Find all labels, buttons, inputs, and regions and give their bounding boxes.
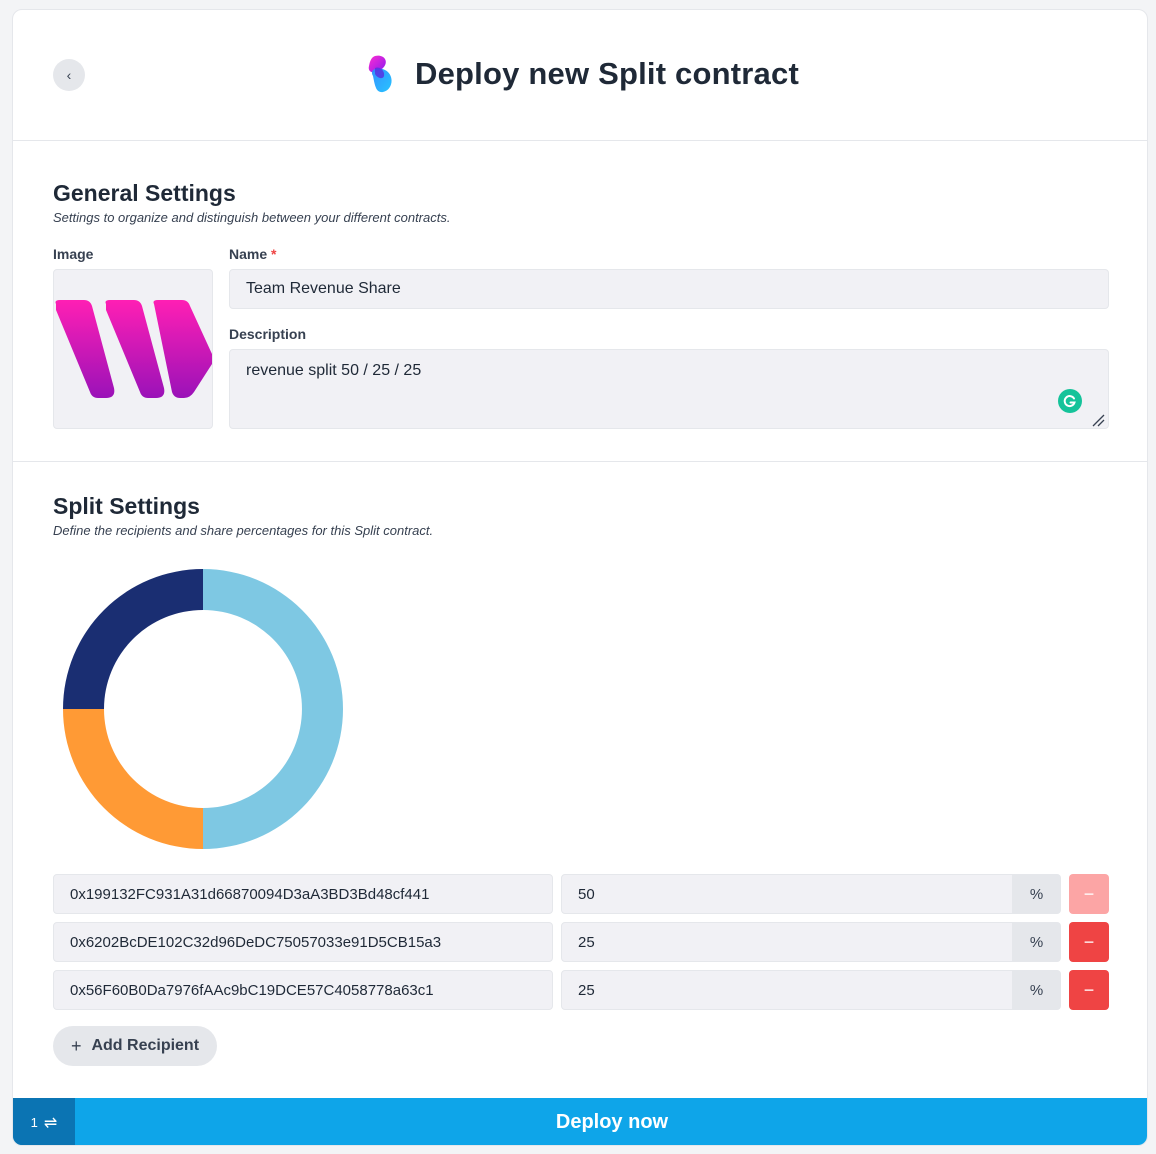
split-settings-header: Split Settings Define the recipients and… — [53, 493, 433, 538]
split-settings-title: Split Settings — [53, 493, 200, 519]
name-input[interactable]: Team Revenue Share — [229, 269, 1109, 309]
required-mark: * — [271, 246, 277, 262]
page-header: ‹ Deploy new Split contract — [13, 10, 1147, 141]
split-logo-icon — [368, 55, 392, 93]
donut-slice — [63, 709, 203, 849]
split-settings-subtitle: Define the recipients and share percenta… — [53, 523, 434, 538]
grammarly-icon[interactable] — [1058, 389, 1082, 413]
plus-icon: + — [70, 1035, 82, 1056]
remove-recipient-button[interactable]: − — [1069, 874, 1109, 914]
donut-slice — [63, 569, 203, 709]
recipient-share-input[interactable]: 50 — [561, 874, 1013, 914]
contract-image-picker[interactable] — [53, 269, 213, 429]
description-text: revenue split 50 / 25 / 25 — [246, 362, 422, 379]
transaction-count: 1 — [30, 1115, 38, 1130]
resize-handle-icon[interactable] — [1091, 413, 1105, 427]
name-label-text: Name — [229, 246, 268, 262]
image-label: Image — [53, 246, 94, 262]
back-button[interactable]: ‹ — [53, 59, 85, 91]
add-recipient-button[interactable]: + Add Recipient — [53, 1026, 217, 1066]
percent-suffix: % — [1012, 970, 1061, 1010]
description-textarea[interactable]: revenue split 50 / 25 / 25 — [229, 349, 1109, 429]
recipient-address-input[interactable]: 0x199132FC931A31d66870094D3aA3BD3Bd48cf4… — [53, 874, 553, 914]
section-divider — [13, 461, 1147, 462]
recipient-address-input[interactable]: 0x6202BcDE102C32d96DeDC75057033e91D5CB15… — [53, 922, 553, 962]
contract-logo-image — [55, 300, 212, 398]
general-settings-title: General Settings — [53, 180, 236, 206]
description-label: Description — [229, 326, 307, 342]
percent-suffix: % — [1012, 922, 1061, 962]
split-donut-chart — [63, 569, 343, 849]
remove-recipient-button[interactable]: − — [1069, 922, 1109, 962]
title-group: Deploy new Split contract — [13, 54, 1147, 94]
recipient-share-input[interactable]: 25 — [561, 922, 1013, 962]
general-settings-subtitle: Settings to organize and distinguish bet… — [53, 210, 451, 225]
remove-recipient-button[interactable]: − — [1069, 970, 1109, 1010]
deploy-now-button[interactable]: Deploy now — [75, 1098, 1147, 1145]
percent-suffix: % — [1012, 874, 1061, 914]
swap-arrows-icon: ⇌ — [43, 1114, 58, 1132]
name-label: Name * — [229, 246, 276, 262]
deploy-bar: 1 ⇌ Deploy now — [13, 1098, 1147, 1145]
general-settings-header: General Settings Settings to organize an… — [53, 180, 450, 225]
add-recipient-label: Add Recipient — [91, 1037, 200, 1054]
deploy-card: ‹ Deploy new Split contract — [12, 9, 1148, 1146]
donut-slice — [203, 569, 343, 849]
transactions-button[interactable]: 1 ⇌ — [13, 1098, 75, 1145]
recipient-share-input[interactable]: 25 — [561, 970, 1013, 1010]
recipient-address-input[interactable]: 0x56F60B0Da7976fAAc9bC19DCE57C4058778a63… — [53, 970, 553, 1010]
page-title: Deploy new Split contract — [415, 56, 799, 91]
